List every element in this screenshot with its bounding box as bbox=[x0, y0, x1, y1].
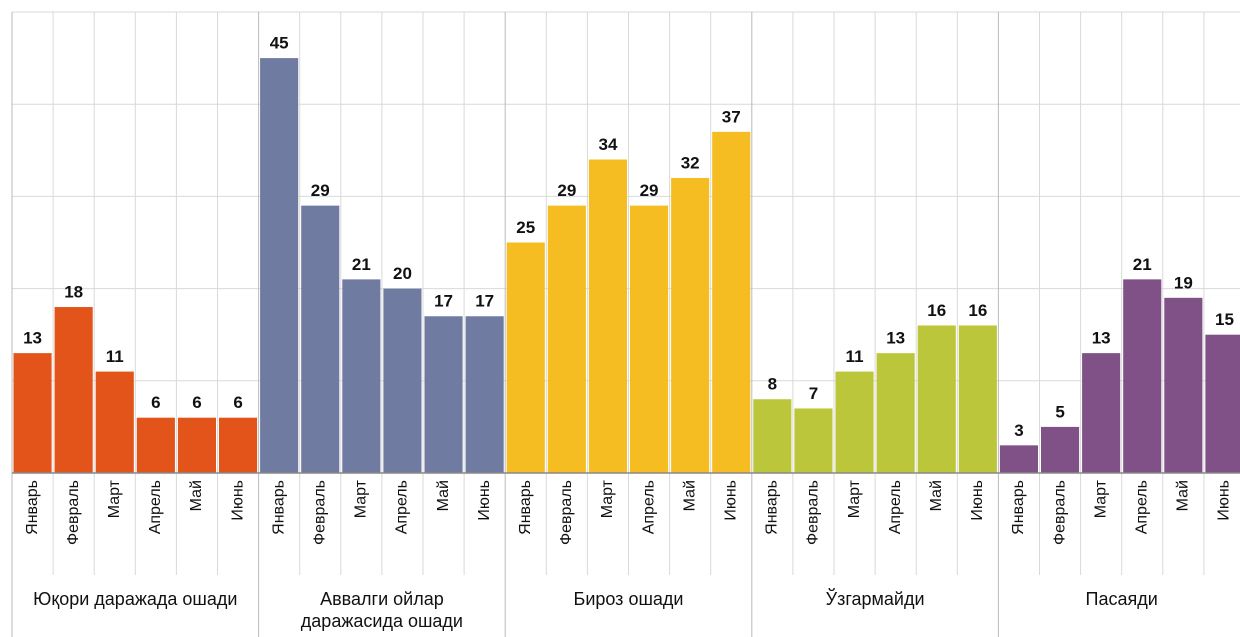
value-label: 17 bbox=[475, 292, 494, 311]
x-tick-label: Май bbox=[188, 480, 205, 511]
value-label: 45 bbox=[270, 34, 289, 53]
x-tick-label: Апрель bbox=[887, 480, 904, 534]
bar bbox=[1164, 297, 1203, 473]
x-tick-label: Март bbox=[1092, 479, 1109, 518]
bar bbox=[219, 417, 258, 473]
value-label: 29 bbox=[557, 181, 576, 200]
bar bbox=[712, 131, 751, 474]
bar bbox=[671, 177, 710, 473]
value-label: 25 bbox=[516, 218, 535, 237]
bar bbox=[342, 279, 381, 473]
x-tick-label: Май bbox=[681, 480, 698, 511]
x-tick-label: Апрель bbox=[147, 480, 164, 534]
x-tick-label: Февраль bbox=[558, 480, 575, 545]
value-label: 17 bbox=[434, 292, 453, 311]
value-label: 34 bbox=[598, 135, 617, 154]
x-tick-label: Июнь bbox=[1216, 480, 1233, 521]
bar bbox=[547, 205, 586, 473]
value-label: 21 bbox=[352, 255, 371, 274]
bar bbox=[794, 408, 833, 473]
bar bbox=[835, 371, 874, 473]
x-tick-label: Февраль bbox=[311, 480, 328, 545]
bar bbox=[506, 242, 545, 473]
x-tick-label: Январь bbox=[270, 480, 287, 535]
value-label: 13 bbox=[1092, 329, 1111, 348]
value-label: 6 bbox=[233, 393, 242, 412]
value-label: 16 bbox=[927, 301, 946, 320]
group-label: Ўзгармайди bbox=[825, 589, 925, 609]
value-label: 29 bbox=[640, 181, 659, 200]
value-label: 20 bbox=[393, 264, 412, 283]
x-tick-label: Май bbox=[928, 480, 945, 511]
value-label: 5 bbox=[1055, 402, 1064, 421]
bar bbox=[424, 316, 463, 473]
bar bbox=[588, 159, 627, 473]
x-tick-label: Июнь bbox=[969, 480, 986, 521]
bar bbox=[876, 353, 915, 473]
bar bbox=[383, 288, 422, 473]
bar bbox=[177, 417, 216, 473]
x-tick-label: Апрель bbox=[640, 480, 657, 534]
value-label: 7 bbox=[809, 384, 818, 403]
group-label: Пасаяди bbox=[1085, 589, 1158, 609]
value-label: 3 bbox=[1014, 421, 1023, 440]
bar bbox=[95, 371, 134, 473]
group-label: Бироз ошади bbox=[573, 589, 684, 609]
x-tick-label: Январь bbox=[24, 480, 41, 535]
value-label: 6 bbox=[151, 393, 160, 412]
value-label: 8 bbox=[768, 375, 777, 394]
x-tick-label: Январь bbox=[1010, 480, 1027, 535]
x-tick-label: Январь bbox=[517, 480, 534, 535]
x-tick-label: Март bbox=[106, 479, 123, 518]
bar bbox=[753, 399, 792, 473]
bar bbox=[301, 205, 340, 473]
bar bbox=[1041, 426, 1080, 473]
x-tick-label: Март bbox=[599, 479, 616, 518]
x-tick-label: Февраль bbox=[805, 480, 822, 545]
bar bbox=[958, 325, 997, 473]
value-label: 37 bbox=[722, 107, 741, 126]
bar bbox=[630, 205, 669, 473]
x-tick-label: Январь bbox=[764, 480, 781, 535]
value-label: 29 bbox=[311, 181, 330, 200]
value-label: 11 bbox=[106, 347, 124, 366]
value-label: 11 bbox=[846, 347, 864, 366]
value-label: 19 bbox=[1174, 273, 1193, 292]
value-label: 15 bbox=[1215, 310, 1234, 329]
bar bbox=[999, 445, 1038, 473]
x-tick-label: Февраль bbox=[65, 480, 82, 545]
bar bbox=[1205, 334, 1240, 473]
x-tick-label: Апрель bbox=[394, 480, 411, 534]
group-label: Аввалги ойлар даражасида ошади bbox=[300, 589, 463, 631]
x-tick-label: Апрель bbox=[1133, 480, 1150, 534]
bar bbox=[1082, 353, 1121, 473]
bar bbox=[465, 316, 504, 473]
x-tick-label: Июнь bbox=[722, 480, 739, 521]
value-label: 18 bbox=[64, 283, 83, 302]
value-label: 13 bbox=[23, 329, 42, 348]
bar bbox=[1123, 279, 1162, 473]
x-tick-label: Март bbox=[846, 479, 863, 518]
bar bbox=[54, 307, 93, 473]
value-label: 32 bbox=[681, 153, 700, 172]
value-label: 6 bbox=[192, 393, 201, 412]
bar bbox=[917, 325, 956, 473]
bar bbox=[13, 353, 52, 473]
bar bbox=[260, 58, 299, 473]
x-tick-label: Июнь bbox=[229, 480, 246, 521]
value-label: 16 bbox=[968, 301, 987, 320]
x-tick-label: Июнь bbox=[476, 480, 493, 521]
group-label: Юқори даражада ошади bbox=[33, 589, 238, 609]
x-tick-label: Май bbox=[435, 480, 452, 511]
value-label: 21 bbox=[1133, 255, 1152, 274]
x-tick-label: Май bbox=[1175, 480, 1192, 511]
x-tick-label: Февраль bbox=[1051, 480, 1068, 545]
x-tick-label: Март bbox=[353, 479, 370, 518]
bar bbox=[136, 417, 175, 473]
value-label: 13 bbox=[886, 329, 905, 348]
